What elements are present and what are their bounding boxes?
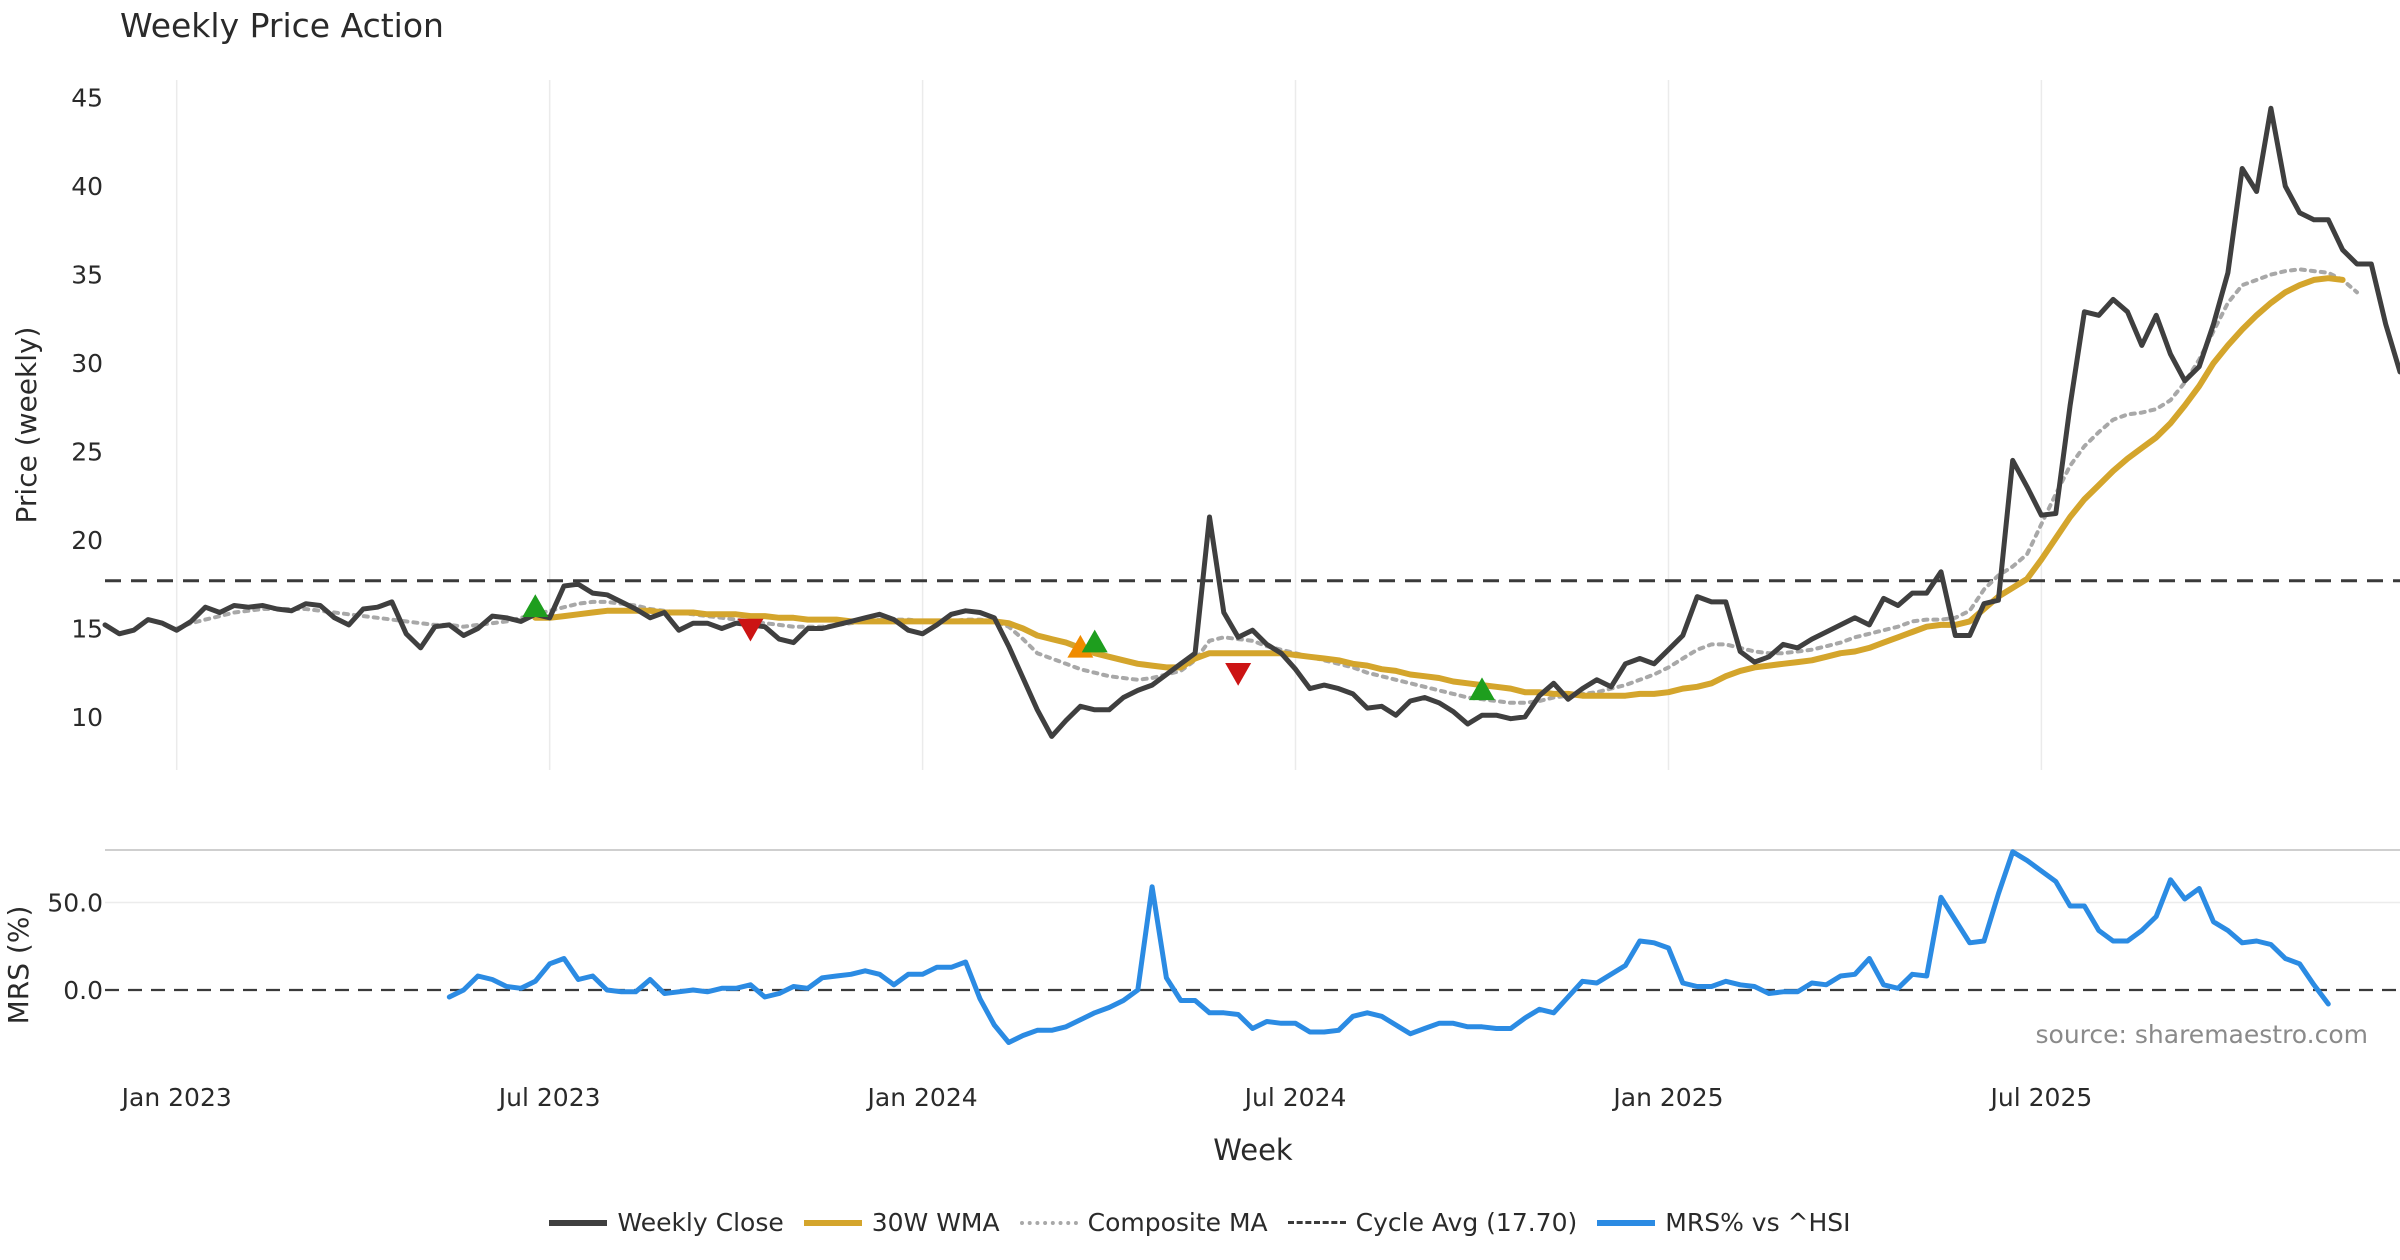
legend-item-mrs: MRS% vs ^HSI (1597, 1208, 1851, 1237)
legend-label-mrs: MRS% vs ^HSI (1665, 1208, 1851, 1237)
legend-swatch-composite-ma (1019, 1220, 1078, 1225)
sell-signal-marker-1 (737, 618, 764, 642)
legend-item-wma: 30W WMA (803, 1208, 1000, 1237)
legend-swatch-mrs (1597, 1219, 1656, 1226)
legend-label-cycle-avg: Cycle Avg (17.70) (1355, 1208, 1578, 1237)
price-ytick-label: 10 (71, 703, 103, 732)
price-axis-label: Price (weekly) (10, 327, 43, 524)
legend-swatch-cycle-avg (1287, 1221, 1346, 1224)
source-label: source: sharemaestro.com (2036, 1020, 2369, 1049)
weekly-close-line (102, 105, 2400, 739)
x-tick-label: Jul 2025 (1989, 1083, 2093, 1112)
sell-signal-marker-4 (1225, 662, 1252, 686)
mrs-axis-label: MRS (%) (2, 906, 35, 1025)
chart-title: Weekly Price Action (120, 6, 444, 45)
mrs-ytick-label: 0.0 (63, 976, 103, 1005)
legend-item-cycle-avg: Cycle Avg (17.70) (1287, 1208, 1578, 1237)
legend-item-composite-ma: Composite MA (1019, 1208, 1268, 1237)
buy-signal-marker-3 (1081, 629, 1108, 653)
wma-30w-line (532, 275, 2346, 699)
price-ytick-label: 15 (71, 614, 103, 643)
mrs-ytick-label: 50.0 (47, 889, 103, 918)
legend-swatch-weekly-close (549, 1219, 608, 1226)
x-axis-label: Week (1213, 1133, 1293, 1167)
y-tick-labels: 10 15 20 25 30 35 40 45 0.0 50.0 (47, 84, 103, 1005)
legend: Weekly Close 30W WMA Composite MA Cycle … (0, 1208, 2400, 1237)
gridlines (105, 80, 2400, 904)
price-ytick-label: 30 (71, 349, 103, 378)
legend-label-weekly-close: Weekly Close (617, 1208, 784, 1237)
price-ytick-label: 25 (71, 438, 103, 467)
legend-label-wma: 30W WMA (871, 1208, 1000, 1237)
price-ytick-label: 20 (71, 526, 103, 555)
legend-label-composite-ma: Composite MA (1087, 1208, 1268, 1237)
x-tick-label: Jul 2024 (1243, 1083, 1347, 1112)
buy-signal-marker-0 (522, 594, 549, 617)
price-ytick-label: 45 (71, 84, 103, 113)
composite-ma-line (174, 267, 2359, 705)
price-ytick-label: 40 (71, 172, 103, 201)
x-tick-label: Jan 2023 (120, 1083, 232, 1112)
legend-swatch-wma (803, 1219, 862, 1226)
mrs-line (446, 849, 2331, 1045)
buy-signal-marker-5 (1469, 677, 1495, 701)
x-tick-labels: Jan 2023 Jul 2023 Jan 2024 Jul 2024 Jan 2025… (120, 1083, 2093, 1112)
price-ytick-label: 35 (71, 261, 103, 290)
x-tick-label: Jan 2025 (1611, 1083, 1723, 1112)
legend-item-weekly-close: Weekly Close (549, 1208, 784, 1237)
signal-markers (522, 594, 1495, 701)
x-tick-label: Jan 2024 (866, 1083, 978, 1112)
x-tick-label: Jul 2023 (497, 1083, 601, 1112)
